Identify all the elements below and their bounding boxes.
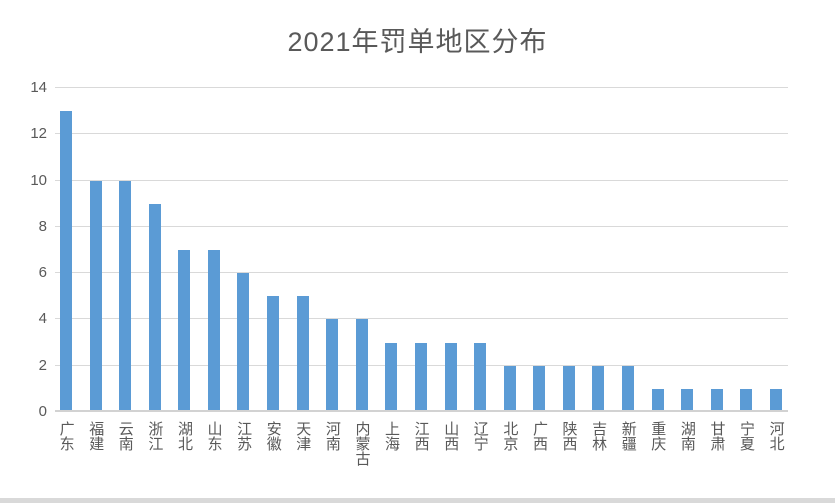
bar-内蒙古	[355, 319, 368, 410]
x-tick-label-天津: 天津	[294, 421, 312, 451]
y-tick-label-4: 4	[38, 310, 47, 328]
gridline-y8	[55, 225, 788, 227]
bar-河南	[326, 319, 339, 410]
y-tick-label-6: 6	[38, 264, 47, 282]
gridline-y4	[55, 318, 788, 320]
x-tick-label-广东: 广东	[57, 421, 75, 451]
bar-湖北	[178, 250, 191, 410]
y-tick-label-8: 8	[38, 217, 47, 235]
x-tick-label-河北: 河北	[767, 421, 785, 451]
bar-广西	[533, 365, 546, 410]
x-tick-label-北京: 北京	[501, 421, 519, 451]
gridline-y10	[55, 179, 788, 181]
bar-甘肃	[710, 388, 723, 410]
x-tick-label-湖北: 湖北	[175, 421, 193, 451]
bar-新疆	[622, 365, 635, 410]
x-tick-label-山西: 山西	[442, 421, 460, 451]
bar-江西	[414, 342, 427, 410]
bar-广东	[60, 111, 72, 410]
y-tick-label-12: 12	[30, 125, 47, 143]
bar-河北	[769, 388, 782, 410]
bar-吉林	[592, 365, 605, 410]
x-tick-label-重庆: 重庆	[649, 421, 667, 451]
plot-area: 0 2 4 6 8 10 12 14 广东 福建 云南 浙江 湖北 山东 江苏 安徽 天津 河南 内蒙古 上海 江西 山西…	[30, 79, 788, 466]
x-tick-label-宁夏: 宁夏	[738, 421, 756, 451]
bar-重庆	[651, 388, 664, 410]
x-tick-label-新疆: 新疆	[619, 421, 637, 451]
bar-湖南	[681, 388, 694, 410]
x-axis-line	[55, 410, 788, 412]
x-tick-label-辽宁: 辽宁	[471, 421, 489, 451]
bar-辽宁	[474, 342, 487, 410]
bar-福建	[89, 180, 102, 410]
bar-上海	[385, 342, 398, 410]
bar-江苏	[237, 273, 250, 410]
window-edge-strip	[0, 498, 835, 503]
x-tick-label-山东: 山东	[205, 421, 223, 451]
x-tick-label-江西: 江西	[412, 421, 430, 451]
x-tick-label-陕西: 陕西	[560, 421, 578, 451]
bar-山西	[444, 342, 457, 410]
bar-天津	[296, 296, 309, 410]
x-tick-label-内蒙古: 内蒙古	[353, 421, 371, 466]
x-tick-label-云南: 云南	[116, 421, 134, 451]
x-tick-label-广西: 广西	[530, 421, 548, 451]
gridline-y12	[55, 133, 788, 135]
y-tick-label-0: 0	[38, 403, 47, 420]
x-tick-label-河南: 河南	[323, 421, 341, 451]
x-tick-label-福建: 福建	[87, 421, 105, 451]
gridline-y6	[55, 272, 788, 274]
bar-浙江	[148, 203, 161, 410]
y-tick-label-14: 14	[30, 79, 47, 96]
x-tick-label-湖南: 湖南	[678, 421, 696, 451]
y-tick-label-2: 2	[38, 356, 47, 374]
bar-云南	[119, 180, 132, 410]
bar-安徽	[267, 296, 280, 410]
x-tick-label-江苏: 江苏	[235, 421, 253, 451]
x-tick-label-浙江: 浙江	[146, 421, 164, 451]
gridline-y14	[55, 87, 788, 88]
bar-陕西	[562, 365, 575, 410]
bar-宁夏	[740, 388, 753, 410]
x-tick-label-上海: 上海	[383, 421, 401, 451]
chart-title: 2021年罚单地区分布	[287, 27, 548, 57]
bar-山东	[207, 250, 220, 410]
x-tick-label-甘肃: 甘肃	[708, 421, 726, 451]
bar-北京	[503, 365, 516, 410]
x-tick-label-吉林: 吉林	[590, 421, 608, 451]
y-tick-label-10: 10	[30, 171, 47, 189]
x-tick-label-安徽: 安徽	[264, 421, 282, 451]
